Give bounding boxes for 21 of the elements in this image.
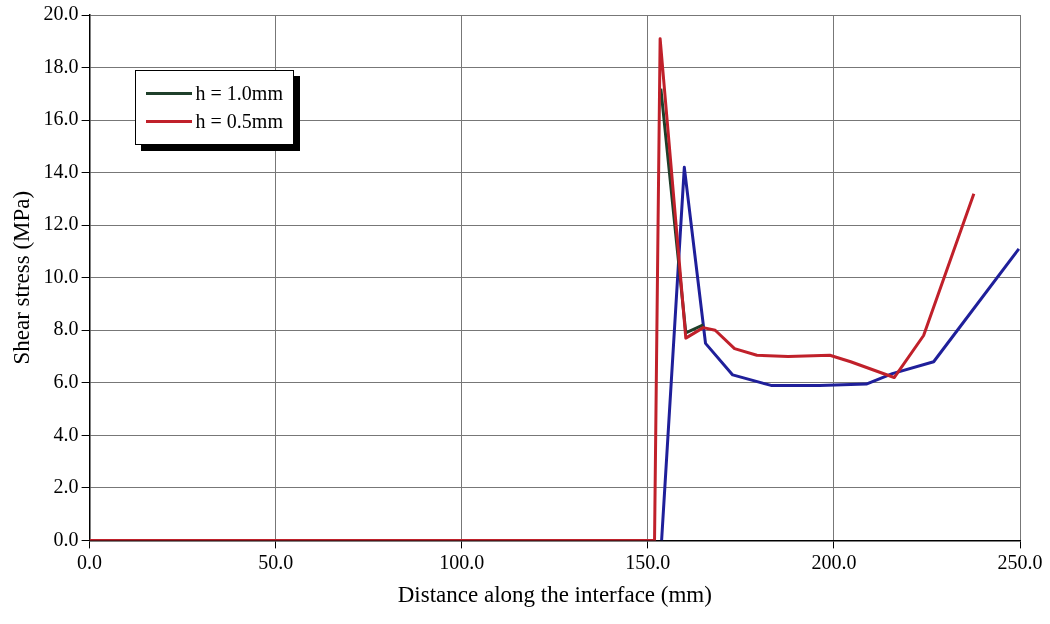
x-tick-label: 0.0 [77,550,103,573]
y-tick-label: 0.0 [53,527,79,550]
x-tick-label: 200.0 [811,550,857,573]
x-tick-label: 250.0 [997,550,1043,573]
y-tick-label: 2.0 [53,475,79,498]
y-axis-title: Shear stress (MPa) [8,190,34,365]
y-tick-label: 20.0 [43,2,79,25]
y-tick-label: 4.0 [53,422,79,445]
y-tick-label: 18.0 [43,54,79,77]
legend-label: h = 1.0mm [195,82,283,105]
x-tick-label: 100.0 [439,550,485,573]
legend-label: h = 0.5mm [195,110,283,133]
x-tick-label: 150.0 [625,550,671,573]
y-tick-label: 8.0 [53,317,79,340]
x-axis-title: Distance along the interface (mm) [397,582,712,608]
x-tick-label: 50.0 [258,550,294,573]
y-tick-label: 10.0 [43,264,79,287]
y-tick-label: 14.0 [43,159,79,182]
y-tick-label: 12.0 [43,212,79,235]
y-tick-label: 16.0 [43,107,79,130]
y-tick-label: 6.0 [53,370,79,393]
